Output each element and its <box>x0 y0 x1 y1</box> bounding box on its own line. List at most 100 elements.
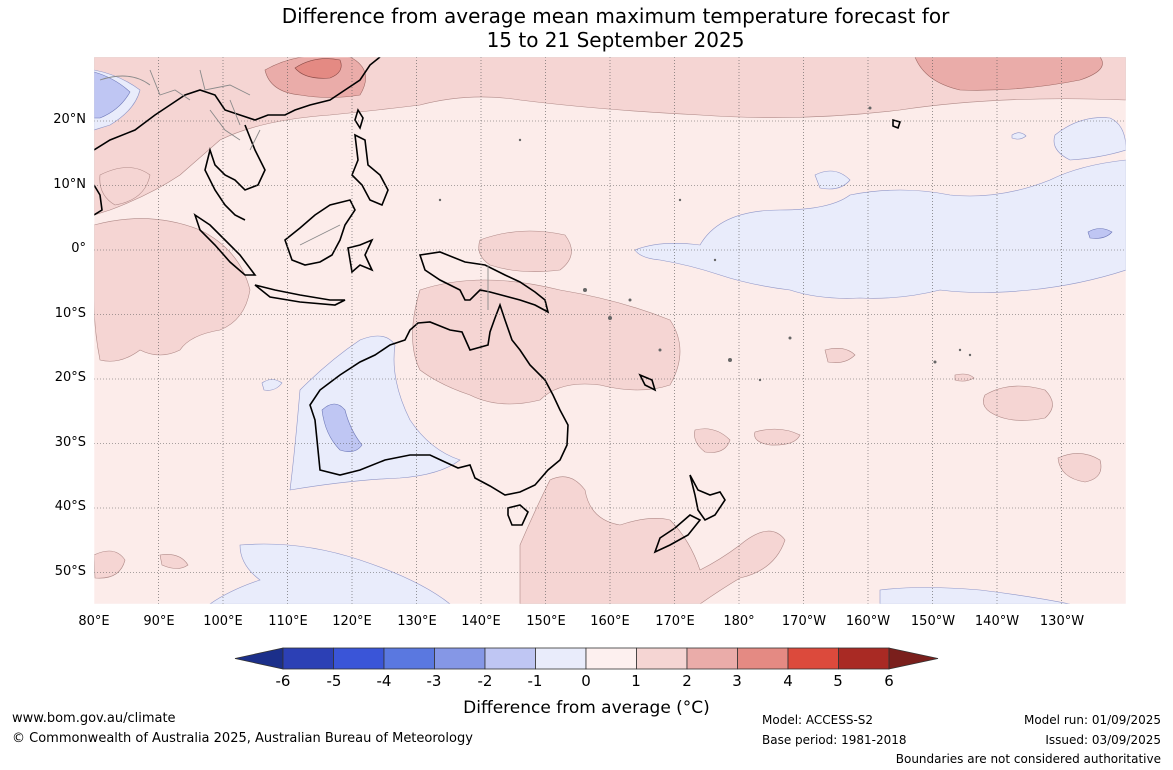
asia-mainland-coast <box>94 57 381 221</box>
colorbar-swatch <box>535 647 587 670</box>
colorbar-tick: 5 <box>833 672 843 690</box>
island-dot <box>968 353 972 357</box>
island-dot <box>628 298 632 302</box>
island-dot <box>438 198 442 202</box>
colorbar-tick: 0 <box>581 672 591 690</box>
india-coast <box>94 184 103 216</box>
island-dot <box>713 258 717 262</box>
lat-label: 50°S <box>54 564 86 579</box>
colorbar-tick: -3 <box>426 672 442 690</box>
colorbar-swatch <box>787 647 839 670</box>
island-dot <box>758 378 762 382</box>
colorbar-min-extend <box>234 647 284 670</box>
borneo-coast <box>284 199 356 266</box>
graticule <box>94 57 1126 604</box>
nz-north-coast <box>689 474 726 522</box>
colorbar-title: Difference from average (°C) <box>463 698 710 718</box>
lon-label: 170°W <box>781 614 827 629</box>
lat-label: 20°S <box>54 370 86 385</box>
island-dot <box>583 288 587 292</box>
colorbar-swatch <box>383 647 435 670</box>
lon-label: 150°E <box>526 614 566 629</box>
model-run-text: Model run: 01/09/2025 <box>1023 713 1161 727</box>
sw-region-1 <box>94 550 126 579</box>
lon-label: 130°E <box>397 614 437 629</box>
country-borders <box>99 69 489 310</box>
colorbar <box>234 647 939 670</box>
lon-label: 180° <box>723 614 755 629</box>
boundaries-note: Boundaries are not considered authoritat… <box>895 752 1161 766</box>
copyright-text: © Commonwealth of Australia 2025, Austra… <box>12 731 473 746</box>
base-period-text: Base period: 1981-2018 <box>762 733 907 747</box>
north-pacific-region <box>914 57 1103 91</box>
australia-coast <box>309 302 569 496</box>
taiwan-coast <box>354 108 364 130</box>
colorbar-swatch <box>838 647 890 670</box>
model-text: Model: ACCESS-S2 <box>762 713 874 727</box>
island-dot <box>518 138 522 142</box>
colorbar-swatch <box>434 647 486 670</box>
colorbar-tick: 6 <box>884 672 894 690</box>
lon-label: 90°E <box>143 614 175 629</box>
se-cool-region <box>879 587 1071 604</box>
nw-small-region <box>99 167 151 206</box>
region-8 <box>1087 228 1113 239</box>
fiji-coast <box>638 373 657 392</box>
lon-label: 130°W <box>1039 614 1085 629</box>
colorbar-swatch <box>737 647 789 670</box>
colorbar-tick: -6 <box>275 672 291 690</box>
central-pacific-cool-region <box>634 159 1126 299</box>
colorbar-swatch <box>636 647 688 670</box>
colorbar-tick: -4 <box>376 672 392 690</box>
borneo-border <box>299 224 341 246</box>
website-link[interactable]: www.bom.gov.au/climate <box>12 711 176 726</box>
hawaii-coast <box>892 118 902 130</box>
colorbar-max-extend <box>888 647 939 670</box>
colorbar-tick: 1 <box>631 672 641 690</box>
colorbar-tick: -2 <box>477 672 493 690</box>
sw-australia-cool-region <box>321 403 363 452</box>
region-5 <box>814 170 851 190</box>
region-2 <box>754 428 801 446</box>
colorbar-tick: 4 <box>783 672 793 690</box>
lat-label: 20°N <box>53 112 86 127</box>
lon-label: 150°W <box>910 614 956 629</box>
lon-label: 160°E <box>590 614 630 629</box>
philippines-coast <box>351 133 389 207</box>
nz-region <box>519 476 786 604</box>
asia-borders <box>99 69 261 151</box>
ne-cool-region <box>1053 117 1126 161</box>
colorbar-swatch <box>686 647 738 670</box>
lon-label: 170°E <box>655 614 695 629</box>
lon-label: 120°E <box>332 614 372 629</box>
map-title: Difference from average mean maximum tem… <box>0 4 1173 52</box>
region-4 <box>954 373 975 382</box>
lat-label: 0° <box>71 241 86 256</box>
nz-south-coast <box>653 514 702 554</box>
above-3-region <box>294 58 342 79</box>
title-line-2: 15 to 21 September 2025 <box>486 28 745 52</box>
lon-label: 140°E <box>461 614 501 629</box>
west-australia-cool-region <box>289 335 461 491</box>
island-dot <box>933 360 937 364</box>
lon-label: 110°E <box>268 614 308 629</box>
colorbar-swatch <box>333 647 385 670</box>
map-frame <box>93 56 1127 605</box>
lat-label: 30°S <box>54 435 86 450</box>
sumatra-coast <box>193 213 257 276</box>
island-dot <box>678 198 682 202</box>
lon-label: 140°W <box>974 614 1020 629</box>
lat-label: 10°N <box>53 177 86 192</box>
island-dot <box>868 106 872 110</box>
sulawesi-coast <box>347 238 374 274</box>
java-coast <box>254 284 346 306</box>
region-3 <box>824 348 856 363</box>
pacific-islands <box>438 106 972 382</box>
island-dot <box>658 348 662 352</box>
colorbar-swatch <box>585 647 637 670</box>
ne-pacific-region <box>983 385 1053 421</box>
east-region <box>1057 453 1102 483</box>
colorbar-tick: 2 <box>682 672 692 690</box>
lon-label: 100°E <box>203 614 243 629</box>
lat-label: 40°S <box>54 499 86 514</box>
